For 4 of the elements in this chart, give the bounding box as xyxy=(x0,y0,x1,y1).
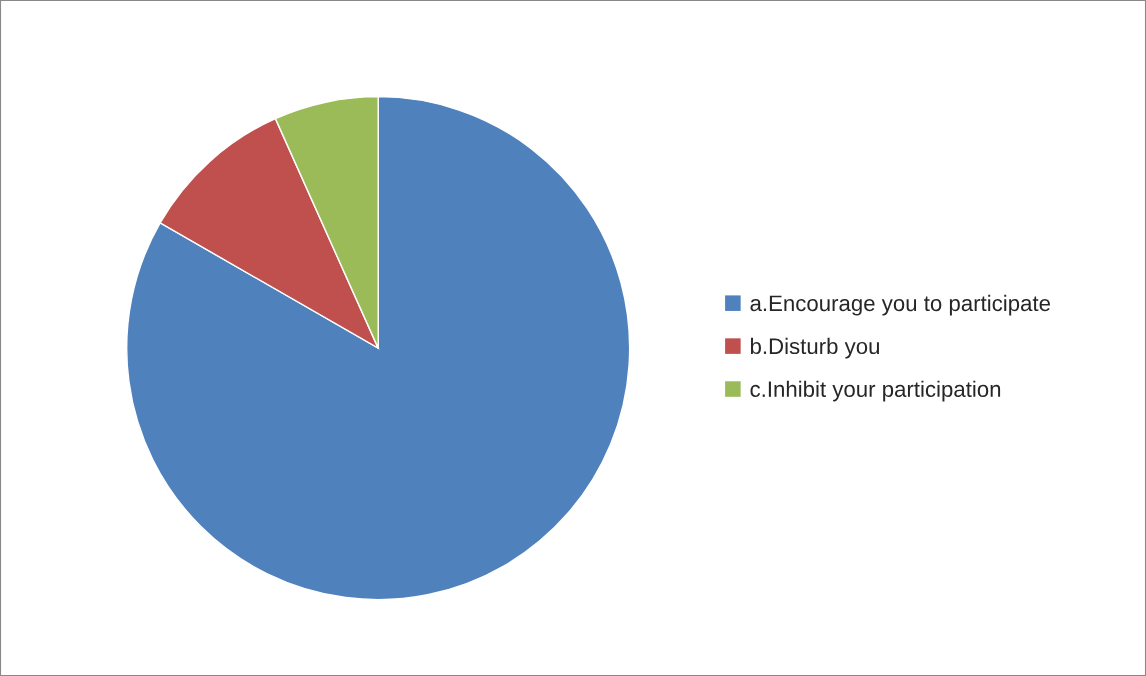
legend-label: a.Encourage you to participate xyxy=(750,294,1050,316)
legend-label: c.Inhibit your participation xyxy=(750,380,1001,402)
legend-label: b.Disturb you xyxy=(750,337,879,359)
pie-slice xyxy=(126,95,631,601)
